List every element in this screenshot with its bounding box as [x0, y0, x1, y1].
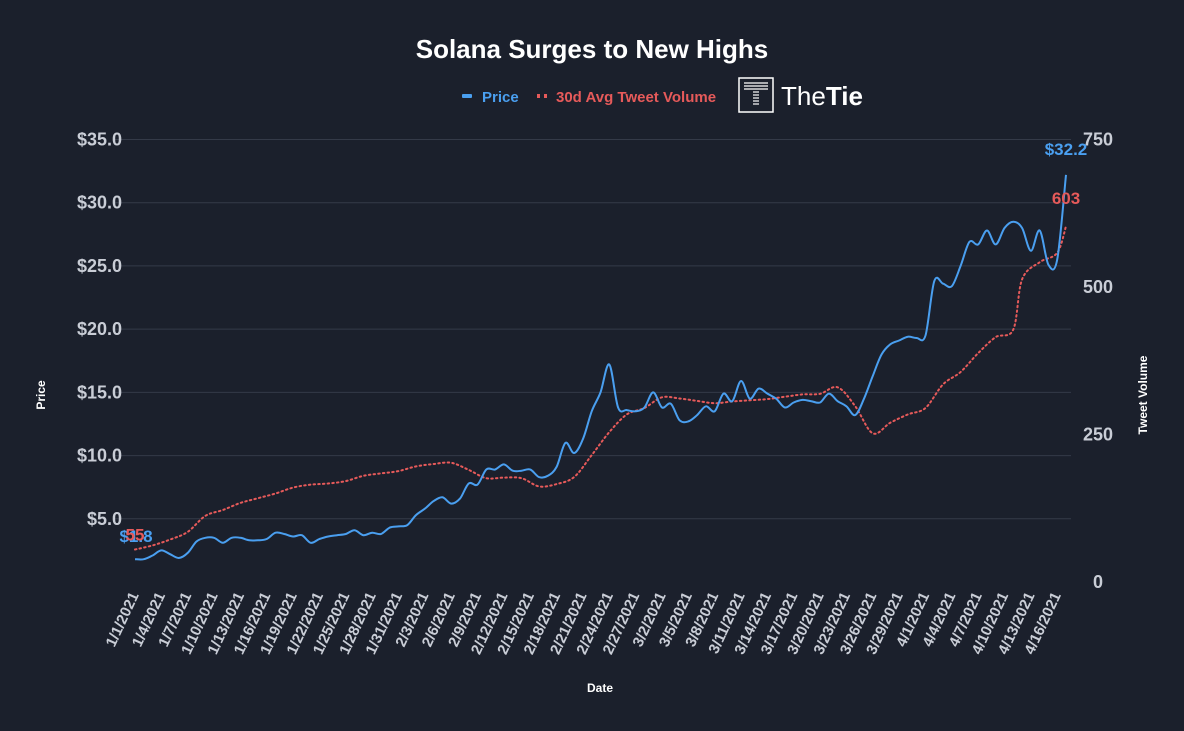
- brand-wordmark: TheTie: [781, 81, 863, 111]
- y-axis-left-label: Price: [34, 380, 48, 410]
- logo-t-glyph: [744, 82, 768, 105]
- legend-swatch-tweet-volume-dot-2: [544, 94, 547, 98]
- legend-swatch-price: [462, 94, 472, 98]
- logo-box-icon: [738, 77, 774, 113]
- y-left-tick-label: $25.0: [77, 256, 122, 276]
- data-label-price-start: $1.8: [119, 527, 152, 546]
- series-line-tweet-volume: [134, 225, 1067, 551]
- y-right-tick-label: 500: [1083, 277, 1113, 297]
- y-right-tick-label: 0: [1093, 572, 1103, 592]
- data-label-tweet-end: 603: [1052, 189, 1080, 208]
- legend-swatch-tweet-volume-dot-1: [537, 94, 540, 98]
- legend-swatch-tweet-volume: [537, 94, 547, 98]
- y-left-tick-label: $20.0: [77, 319, 122, 339]
- y-axis-right-ticks: 0 250 500 750: [1083, 130, 1113, 593]
- y-left-tick-label: $30.0: [77, 193, 122, 213]
- legend-item-price[interactable]: Price: [462, 89, 519, 106]
- y-axis-left-ticks: $5.0 $10.0 $15.0 $20.0 $25.0 $30.0 $35.0: [77, 130, 122, 529]
- y-right-tick-label: 750: [1083, 130, 1113, 150]
- brand-name-bold: Tie: [826, 81, 863, 111]
- legend-item-tweet-volume[interactable]: 30d Avg Tweet Volume: [537, 89, 716, 106]
- y-axis-right-label: Tweet Volume: [1136, 355, 1150, 434]
- legend-label-price: Price: [482, 89, 519, 106]
- legend-label-tweet-volume: 30d Avg Tweet Volume: [556, 89, 716, 106]
- y-right-tick-label: 250: [1083, 425, 1113, 445]
- y-left-tick-label: $15.0: [77, 382, 122, 402]
- brand-logo: TheTie: [738, 77, 863, 113]
- chart-title: Solana Surges to New Highs: [416, 34, 769, 64]
- x-axis-label: Date: [587, 681, 613, 695]
- x-axis-ticks: 1/1/20211/4/20211/7/20211/10/20211/13/20…: [103, 590, 1065, 658]
- data-points: [134, 174, 1067, 560]
- brand-name-light: The: [781, 81, 826, 111]
- data-label-price-end: $32.2: [1045, 140, 1088, 159]
- legend: Price 30d Avg Tweet Volume: [462, 89, 716, 106]
- y-left-tick-label: $5.0: [87, 509, 122, 529]
- data-label-tweet-start: 55: [126, 526, 145, 545]
- y-left-tick-label: $35.0: [77, 130, 122, 150]
- grid-lines: [115, 139, 1071, 520]
- series-line-price: [134, 174, 1067, 561]
- y-left-tick-label: $10.0: [77, 446, 122, 466]
